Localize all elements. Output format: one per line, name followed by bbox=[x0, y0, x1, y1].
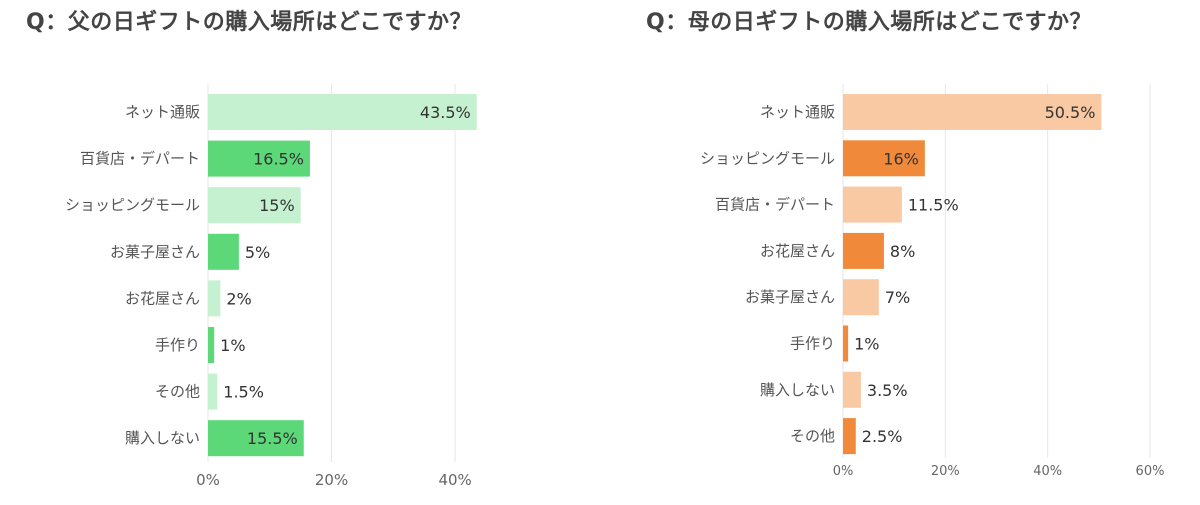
data-label: 3.5% bbox=[867, 381, 908, 400]
category-label: 手作り bbox=[155, 336, 200, 354]
data-label: 15.5% bbox=[247, 429, 298, 448]
bar bbox=[208, 94, 477, 130]
bar bbox=[208, 233, 239, 270]
bar bbox=[208, 140, 310, 177]
category-label: 購入しない bbox=[760, 381, 835, 399]
data-label: 50.5% bbox=[1045, 103, 1096, 122]
x-tick-label: 60% bbox=[1136, 464, 1165, 479]
data-label: 1% bbox=[220, 336, 245, 355]
x-tick-label: 40% bbox=[1033, 464, 1062, 479]
category-label: ネット通販 bbox=[125, 103, 200, 121]
data-label: 7% bbox=[885, 288, 910, 307]
data-label: 2.5% bbox=[862, 427, 903, 446]
category-label: 手作り bbox=[790, 335, 835, 353]
chart-title: Q：父の日ギフトの購入場所はどこですか？ bbox=[26, 10, 473, 35]
bar bbox=[843, 325, 849, 362]
x-tick-label: 0% bbox=[833, 464, 854, 479]
category-label: その他 bbox=[790, 427, 835, 445]
mother-day-chart-panel: Q：母の日ギフトの購入場所はどこですか？ 0% 20% 40% 60% ネット通販 50.… bbox=[600, 0, 1200, 505]
data-label: 8% bbox=[890, 242, 915, 261]
category-label: その他 bbox=[155, 383, 200, 401]
data-label: 1% bbox=[854, 335, 879, 354]
data-label: 15% bbox=[259, 196, 295, 215]
bar bbox=[208, 187, 301, 224]
bar bbox=[843, 186, 902, 223]
bar bbox=[208, 280, 221, 317]
x-tick-label: 20% bbox=[315, 471, 348, 489]
data-label: 2% bbox=[226, 289, 251, 308]
data-label: 11.5% bbox=[908, 196, 959, 215]
bar bbox=[208, 373, 218, 410]
x-tick-label: 20% bbox=[931, 464, 960, 479]
x-tick-label: 0% bbox=[196, 471, 220, 489]
father-day-bar-chart: 0% 20% 40% ネット通販 43.5% 百貨店・デパート 16.5% ショッピングモール… bbox=[65, 84, 477, 489]
data-label: 16.5% bbox=[253, 150, 304, 169]
mother-day-bar-chart: 0% 20% 40% 60% ネット通販 50.5% ショッピングモール 16% 百貨店・デパー… bbox=[700, 84, 1165, 479]
x-tick-label: 40% bbox=[438, 471, 471, 489]
data-label: 16% bbox=[883, 149, 919, 168]
bar bbox=[208, 327, 215, 363]
category-label: ショッピングモール bbox=[65, 196, 200, 214]
category-label: ネット通販 bbox=[760, 103, 835, 121]
bar bbox=[208, 420, 304, 457]
category-label: ショッピングモール bbox=[700, 149, 835, 167]
bar bbox=[843, 418, 856, 455]
data-label: 1.5% bbox=[223, 383, 264, 402]
bar bbox=[843, 371, 861, 408]
bar bbox=[843, 140, 925, 177]
category-label: 購入しない bbox=[125, 429, 200, 447]
bar bbox=[843, 279, 879, 316]
bar bbox=[843, 232, 884, 269]
category-label: お菓子屋さん bbox=[745, 288, 835, 306]
gridlines bbox=[842, 84, 1151, 458]
category-label: お花屋さん bbox=[760, 242, 835, 260]
category-label: お花屋さん bbox=[125, 289, 200, 307]
category-label: 百貨店・デパート bbox=[715, 196, 835, 214]
category-label: お菓子屋さん bbox=[110, 243, 200, 261]
data-label: 5% bbox=[245, 243, 270, 262]
chart-title: Q：母の日ギフトの購入場所はどこですか？ bbox=[646, 10, 1093, 35]
father-day-chart-panel: Q：父の日ギフトの購入場所はどこですか？ 0% 20% 40% ネット通販 43.5% 百… bbox=[26, 10, 477, 489]
bar bbox=[843, 94, 1102, 130]
category-label: 百貨店・デパート bbox=[80, 150, 200, 168]
data-label: 43.5% bbox=[420, 103, 471, 122]
